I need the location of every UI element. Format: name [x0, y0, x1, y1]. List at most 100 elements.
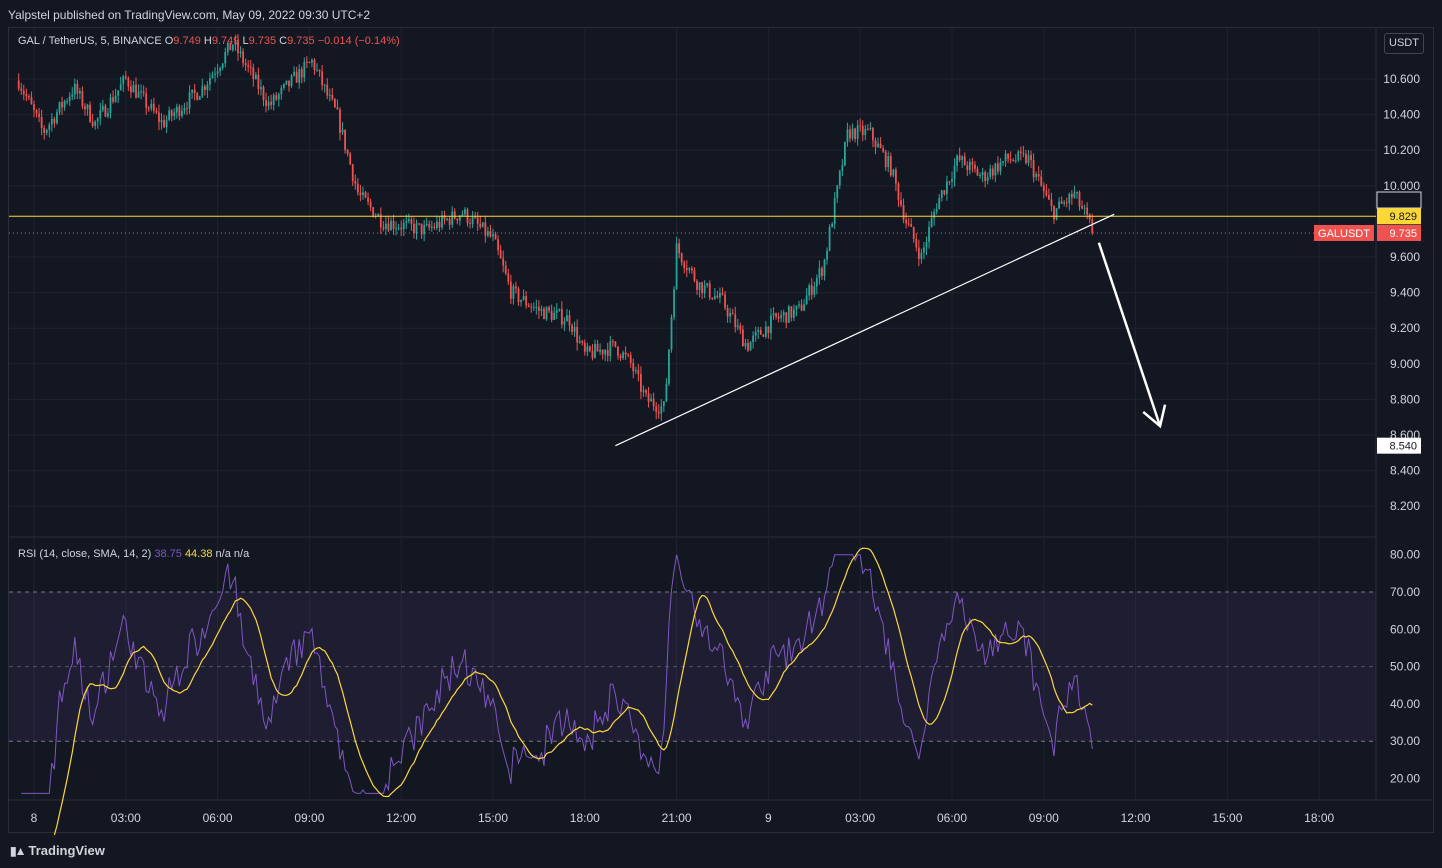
projection-arrow-shaft	[1097, 242, 1162, 427]
resistance-price-tag: 9.829	[1389, 211, 1417, 223]
candle-body	[1081, 206, 1083, 209]
candle-body	[974, 164, 976, 169]
rsi-tick-label: 30.00	[1390, 734, 1420, 748]
candle-body	[815, 277, 818, 287]
candle-body	[262, 87, 265, 101]
candle-body	[538, 306, 540, 312]
candle-body	[86, 104, 89, 110]
candle-body	[1055, 208, 1058, 220]
candle-body	[362, 192, 364, 196]
candle-body	[1022, 152, 1025, 154]
candle-body	[17, 80, 20, 89]
symbol-label[interactable]: GAL / TetherUS, 5, BINANCE	[18, 35, 162, 47]
candle-body	[530, 306, 533, 308]
currency-selector[interactable]: USDT	[1384, 33, 1424, 54]
candle-body	[657, 411, 660, 414]
candle-body	[790, 306, 793, 318]
candle-body	[675, 243, 678, 290]
candle-body	[1078, 192, 1081, 207]
candle-body	[209, 78, 211, 85]
candle-body	[1058, 201, 1060, 209]
rsi-line	[21, 554, 1093, 794]
candle-body	[474, 217, 477, 219]
candle-body	[591, 350, 594, 358]
candle-body	[650, 398, 652, 402]
candle-body	[244, 63, 247, 66]
candle-body	[833, 198, 836, 224]
candle-body	[897, 183, 900, 201]
candle-body	[963, 156, 966, 166]
tradingview-logo[interactable]: ▮▲ TradingView	[10, 843, 105, 858]
candle-body	[339, 109, 341, 133]
rsi-tick-label: 80.00	[1390, 548, 1420, 562]
candle-body	[336, 107, 339, 110]
candle-body	[856, 125, 859, 140]
candle-body	[127, 77, 130, 87]
x-tick-label: 12:00	[1121, 811, 1151, 825]
candle-body	[762, 334, 765, 337]
bottom-bar	[0, 836, 1442, 868]
candle-body	[186, 108, 188, 110]
candle-body	[260, 87, 262, 90]
candle-body	[479, 223, 482, 227]
candle-body	[994, 163, 997, 176]
candle-body	[866, 128, 869, 130]
x-tick-label: 03:00	[111, 811, 141, 825]
candle-body	[678, 243, 681, 254]
candle-body	[145, 93, 148, 108]
candle-body	[1040, 176, 1043, 186]
rsi-extra-1: n/a	[215, 548, 231, 560]
candle-body	[392, 220, 395, 229]
candle-body	[770, 315, 772, 334]
candle-body	[237, 40, 239, 54]
candle-body	[277, 94, 280, 100]
upper-mark-border	[1376, 191, 1422, 209]
x-tick-label: 15:00	[478, 811, 508, 825]
candle-body	[298, 69, 301, 83]
candle-body	[660, 406, 663, 414]
candle-body	[940, 190, 943, 198]
candle-body	[308, 62, 311, 64]
candle-body	[94, 121, 97, 127]
candle-body	[232, 44, 234, 51]
candle-body	[402, 222, 405, 230]
candle-body	[907, 223, 910, 225]
candle-body	[726, 307, 729, 317]
candle-body	[142, 91, 145, 94]
candle-body	[859, 125, 862, 127]
rsi-label[interactable]: RSI (14, close, SMA, 14, 2)	[18, 548, 152, 560]
y-tick-label: 8.400	[1390, 464, 1420, 478]
candle-body	[1088, 214, 1091, 220]
candle-body	[877, 143, 879, 148]
candle-body	[555, 310, 558, 313]
candle-body	[288, 80, 290, 87]
candle-body	[640, 374, 642, 392]
rsi-tick-label: 70.00	[1390, 585, 1420, 599]
candle-body	[749, 342, 752, 351]
candle-body	[481, 222, 484, 227]
candle-body	[889, 155, 892, 176]
candle-body	[334, 99, 336, 108]
candle-body	[1045, 191, 1048, 196]
candle-body	[599, 349, 601, 352]
candle-body	[214, 73, 216, 75]
candle-body	[808, 285, 811, 296]
candle-body	[632, 363, 635, 372]
candle-body	[861, 125, 864, 136]
candle-body	[1083, 207, 1086, 209]
candle-body	[665, 383, 668, 402]
candle-body	[1004, 153, 1007, 162]
candle-body	[696, 280, 698, 290]
candle-body	[933, 211, 936, 219]
candle-body	[512, 286, 515, 299]
candle-body	[734, 314, 737, 328]
candle-body	[997, 163, 999, 172]
candle-body	[497, 239, 499, 251]
candle-body	[884, 151, 887, 168]
candle-body	[892, 169, 895, 176]
candle-body	[713, 295, 716, 299]
candle-body	[295, 71, 298, 83]
candle-body	[68, 96, 71, 102]
candle-body	[826, 250, 828, 260]
